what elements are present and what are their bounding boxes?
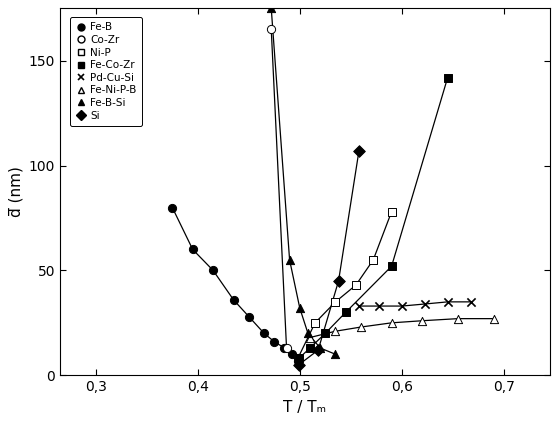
Point <box>306 345 315 352</box>
Point <box>209 267 218 274</box>
Point <box>331 351 340 358</box>
Point <box>352 282 360 288</box>
Point <box>354 303 363 310</box>
Point <box>331 328 340 335</box>
Y-axis label: d̅ (nm): d̅ (nm) <box>8 166 23 217</box>
X-axis label: T / Tₘ: T / Tₘ <box>283 400 326 415</box>
Point <box>387 319 396 326</box>
Point <box>466 299 475 305</box>
Point <box>331 299 340 305</box>
Point <box>282 345 291 352</box>
Point <box>188 246 197 253</box>
Point <box>354 148 363 154</box>
Point <box>321 330 330 337</box>
Point <box>168 204 177 211</box>
Point <box>287 351 296 358</box>
Point <box>387 208 396 215</box>
Point <box>341 309 350 316</box>
Point <box>304 330 312 337</box>
Point <box>267 5 276 12</box>
Point <box>443 299 452 305</box>
Point <box>229 297 238 303</box>
Point <box>316 345 325 352</box>
Point <box>397 303 406 310</box>
Point <box>387 263 396 269</box>
Point <box>311 319 320 326</box>
Point <box>489 315 498 322</box>
Point <box>314 347 323 354</box>
Point <box>369 256 378 263</box>
Point <box>294 357 302 364</box>
Point <box>295 305 304 312</box>
Legend: Fe-B, Co-Zr, Ni-P, Fe-Co-Zr, Pd-Cu-Si, Fe-Ni-P-B, Fe-B-Si, Si: Fe-B, Co-Zr, Ni-P, Fe-Co-Zr, Pd-Cu-Si, F… <box>70 17 142 126</box>
Point <box>421 301 430 308</box>
Point <box>375 303 384 310</box>
Point <box>418 317 427 324</box>
Point <box>294 361 303 368</box>
Point <box>259 330 268 337</box>
Point <box>294 355 303 362</box>
Point <box>294 355 302 362</box>
Point <box>294 355 302 362</box>
Point <box>306 334 315 341</box>
Point <box>267 26 276 33</box>
Point <box>443 74 452 81</box>
Point <box>270 338 279 345</box>
Point <box>285 256 294 263</box>
Point <box>454 315 463 322</box>
Point <box>357 324 365 330</box>
Point <box>334 277 343 284</box>
Point <box>244 313 253 320</box>
Point <box>280 345 289 352</box>
